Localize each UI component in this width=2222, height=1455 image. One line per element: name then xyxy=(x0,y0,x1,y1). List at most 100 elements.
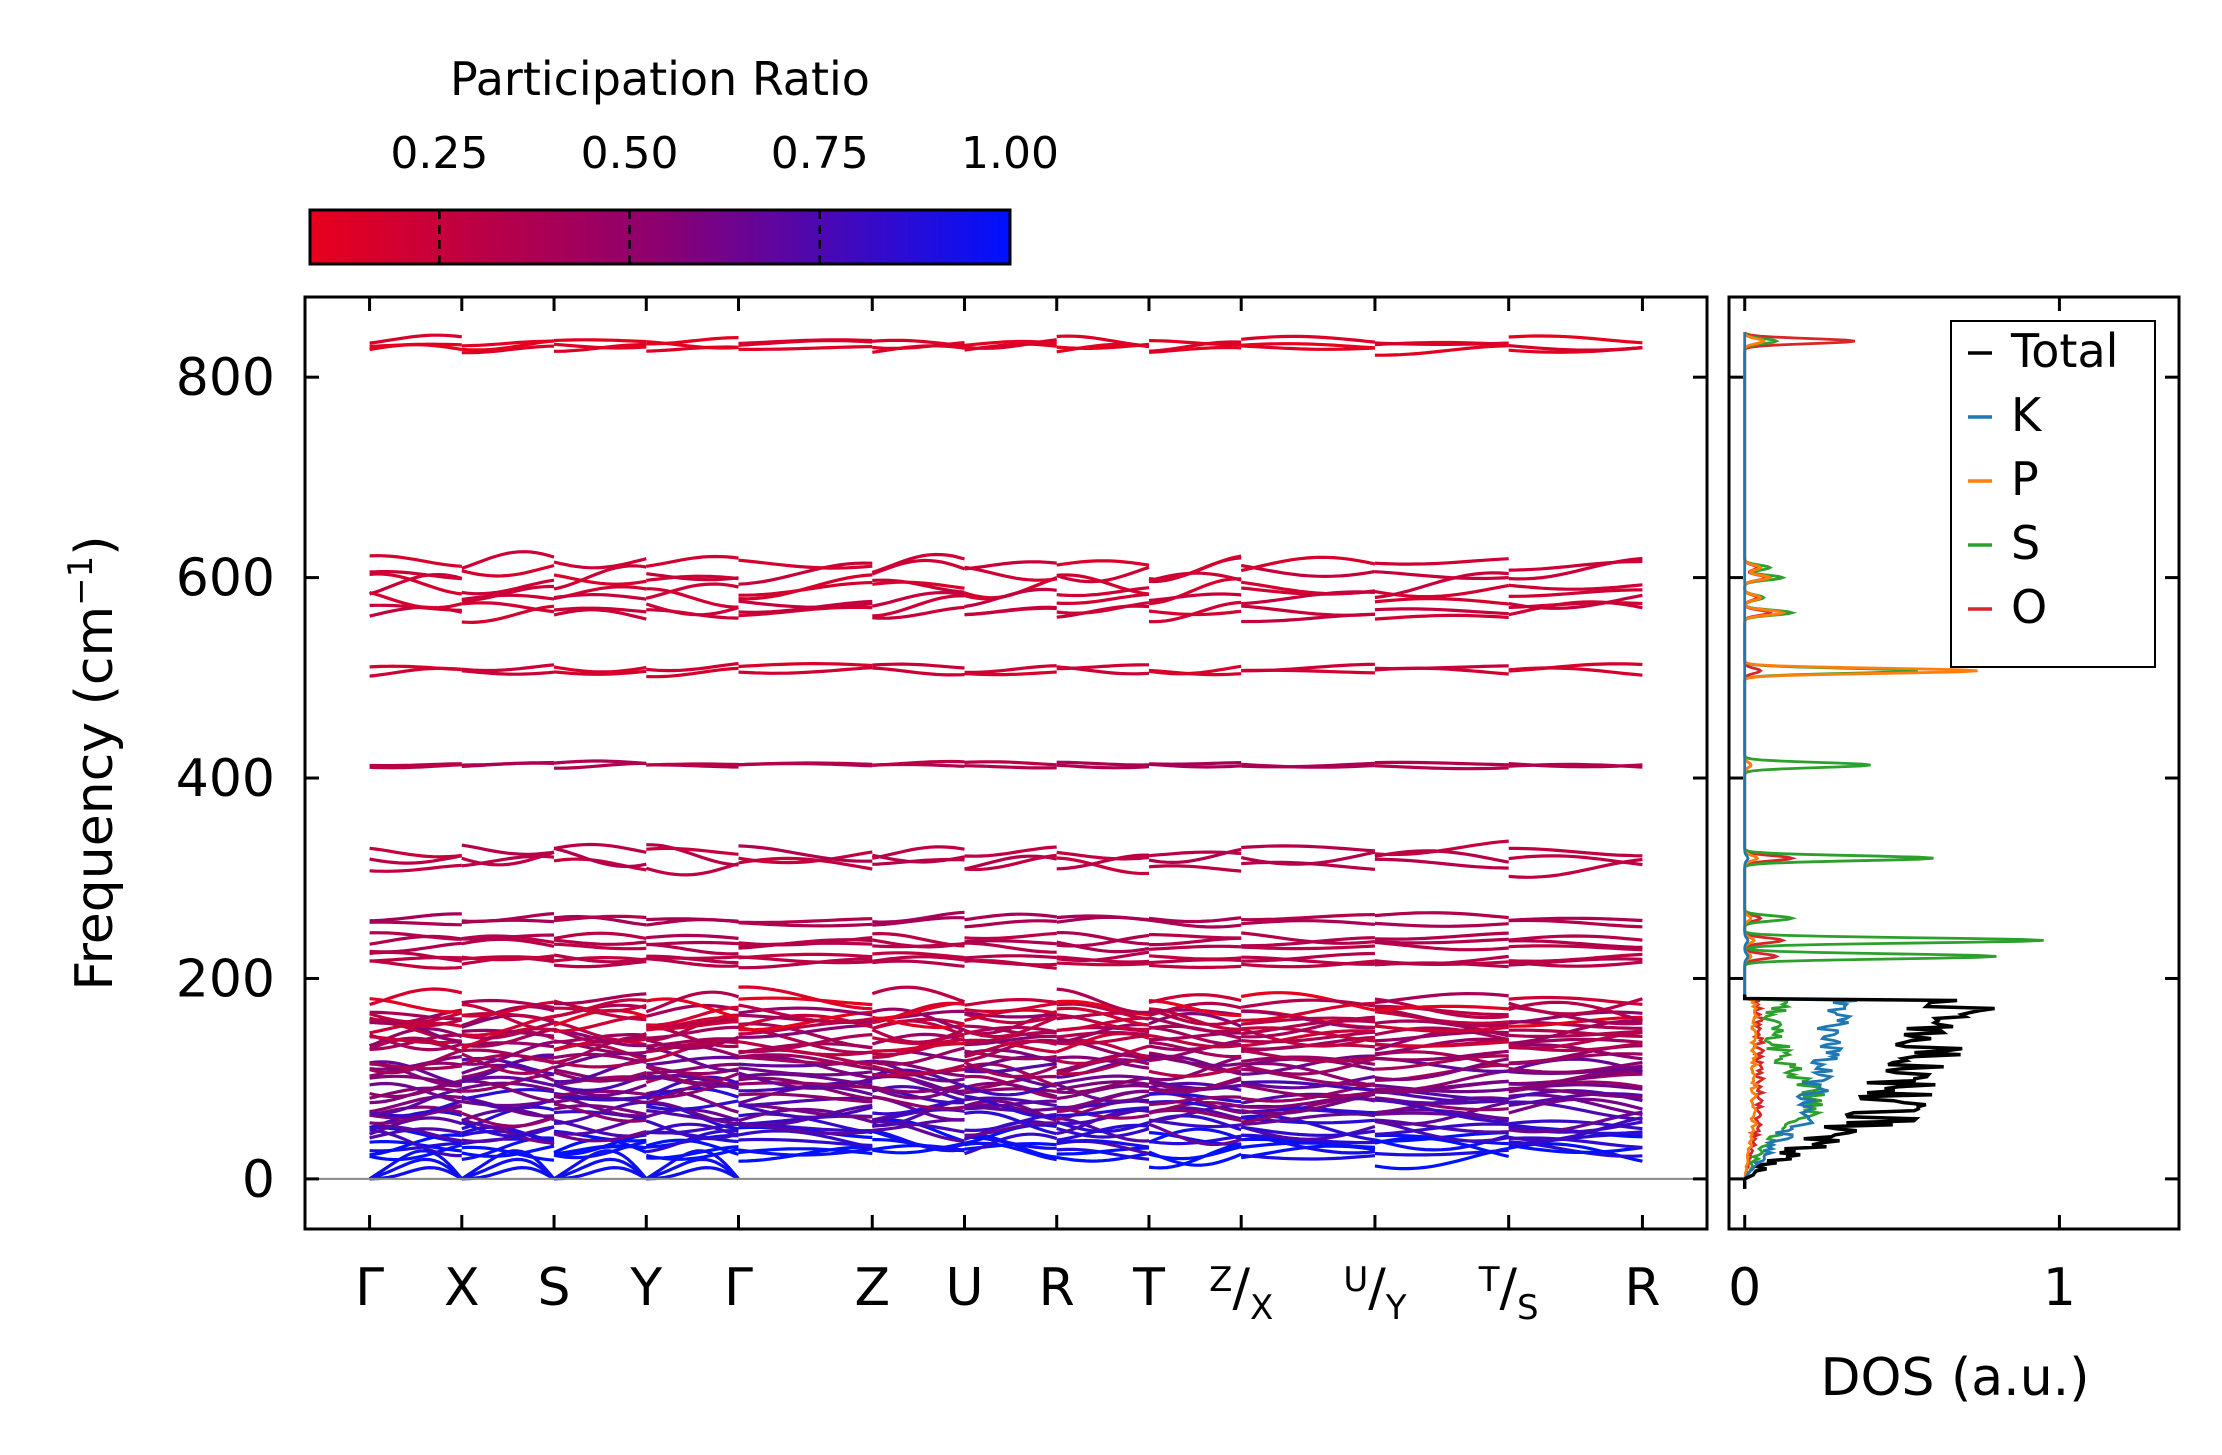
optical-band xyxy=(738,558,873,570)
low-frequency-band xyxy=(461,1121,555,1138)
optical-band xyxy=(553,342,647,350)
optical-band xyxy=(1508,662,1643,673)
optical-band xyxy=(646,572,739,582)
low-frequency-band xyxy=(738,996,873,1007)
low-frequency-band xyxy=(1241,1019,1376,1036)
low-frequency-band xyxy=(1056,1082,1150,1103)
optical-band xyxy=(872,666,965,677)
optical-band xyxy=(1508,344,1643,352)
optical-band xyxy=(738,955,873,965)
optical-band xyxy=(461,933,555,941)
optical-band xyxy=(1148,592,1242,603)
low-frequency-band xyxy=(963,1060,1058,1079)
optical-band xyxy=(1508,583,1643,591)
low-frequency-band xyxy=(1240,991,1376,1012)
low-frequency-band xyxy=(1056,1074,1150,1086)
low-frequency-band xyxy=(1508,1143,1643,1154)
optical-band xyxy=(1374,940,1509,952)
optical-band xyxy=(1241,344,1375,351)
acoustic-branch xyxy=(553,1149,648,1181)
low-frequency-band xyxy=(369,1104,463,1120)
kpoint-label: Γ xyxy=(355,1258,384,1318)
optical-band xyxy=(553,956,647,963)
acoustic-branch xyxy=(645,1149,740,1181)
low-frequency-band xyxy=(553,992,647,1006)
colorbar: Participation Ratio 0.25 0.50 0.75 1.00 xyxy=(308,52,1059,266)
low-frequency-band xyxy=(738,1033,873,1054)
low-frequency-band xyxy=(1508,1052,1643,1065)
low-frequency-band xyxy=(1241,1054,1375,1076)
optical-band xyxy=(738,561,873,586)
low-frequency-band xyxy=(1056,1138,1150,1149)
optical-band xyxy=(553,665,647,674)
optical-band xyxy=(1148,339,1242,347)
low-frequency-band xyxy=(1374,1024,1509,1033)
low-frequency-band xyxy=(1148,1127,1242,1144)
low-frequency-band xyxy=(553,1059,647,1069)
optical-band xyxy=(964,760,1057,767)
optical-band xyxy=(461,761,554,767)
low-frequency-band xyxy=(1374,1026,1510,1042)
optical-band xyxy=(1056,592,1150,605)
low-frequency-band xyxy=(1241,1026,1376,1043)
low-frequency-band xyxy=(963,1016,1058,1039)
low-frequency-band xyxy=(738,1010,873,1032)
optical-band xyxy=(738,345,873,351)
low-frequency-band xyxy=(871,1084,965,1103)
low-frequency-band xyxy=(369,1087,463,1116)
low-frequency-band xyxy=(1240,998,1376,1009)
low-frequency-band xyxy=(1056,1076,1150,1095)
low-frequency-band xyxy=(738,1055,873,1065)
optical-band xyxy=(738,666,873,675)
optical-band xyxy=(553,338,647,344)
optical-band xyxy=(738,850,873,865)
optical-band xyxy=(553,931,647,940)
kpoint-label: T/S xyxy=(1478,1258,1539,1328)
low-frequency-band xyxy=(553,1068,647,1082)
low-frequency-band xyxy=(1056,1055,1150,1076)
low-frequency-band xyxy=(872,1060,965,1078)
low-frequency-band xyxy=(1148,1007,1242,1027)
optical-band xyxy=(964,931,1057,941)
low-frequency-band xyxy=(871,1027,966,1044)
low-frequency-band xyxy=(738,1103,873,1119)
optical-band xyxy=(369,931,462,941)
optical-band xyxy=(1508,854,1643,867)
low-frequency-band xyxy=(461,1079,555,1103)
optical-band xyxy=(964,560,1057,571)
optical-band xyxy=(1240,563,1376,579)
optical-band xyxy=(1374,954,1509,966)
low-frequency-band xyxy=(964,1121,1057,1138)
legend-label-s: S xyxy=(2011,516,2040,570)
optical-band xyxy=(461,669,555,676)
legend-label-p: P xyxy=(2011,452,2039,506)
low-frequency-band xyxy=(1240,1092,1376,1116)
low-frequency-band xyxy=(1148,1091,1242,1104)
optical-band xyxy=(369,570,462,581)
low-frequency-band xyxy=(369,1127,463,1140)
optical-band xyxy=(964,919,1057,929)
optical-band xyxy=(461,339,554,348)
optical-band xyxy=(1508,944,1643,952)
optical-band xyxy=(1148,554,1242,581)
low-frequency-band xyxy=(738,1053,873,1071)
optical-band xyxy=(646,554,739,568)
optical-band xyxy=(645,582,739,600)
low-frequency-band xyxy=(871,985,966,1004)
low-frequency-band xyxy=(646,1055,739,1067)
dos-curve-total xyxy=(1742,994,1995,1189)
optical-band xyxy=(1148,577,1242,606)
optical-band xyxy=(1148,944,1242,951)
optical-band xyxy=(964,912,1057,922)
optical-band xyxy=(646,942,739,956)
optical-band xyxy=(646,762,739,767)
low-frequency-band xyxy=(369,1128,462,1158)
low-frequency-band xyxy=(369,1035,462,1045)
band-y-tick-label: 200 xyxy=(176,949,275,1009)
optical-band xyxy=(1241,944,1375,951)
low-frequency-band xyxy=(1240,1048,1376,1063)
band-y-tick-label: 0 xyxy=(242,1150,275,1210)
optical-band xyxy=(645,602,739,617)
optical-band xyxy=(1148,609,1242,617)
low-frequency-band xyxy=(553,998,647,1018)
